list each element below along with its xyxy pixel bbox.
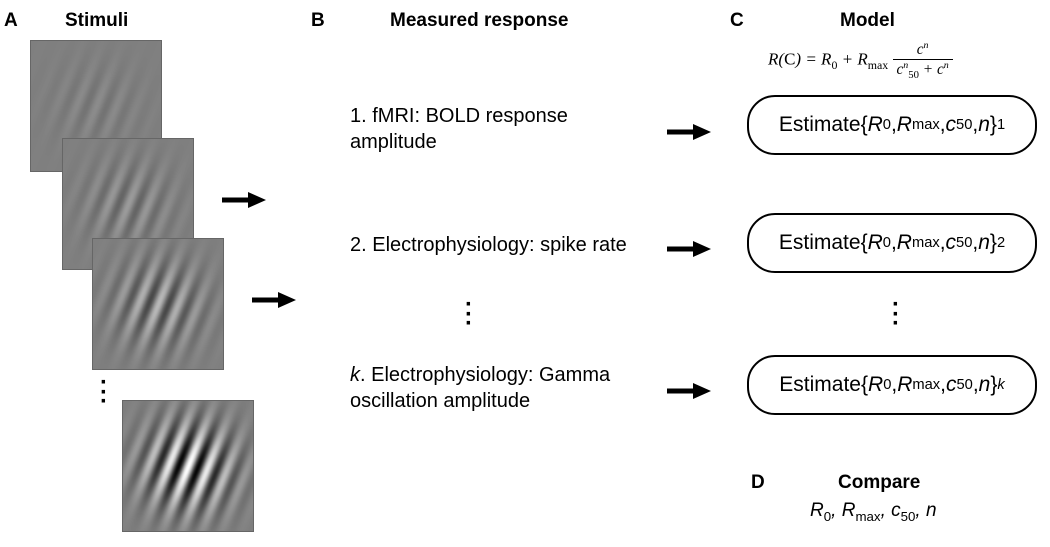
estimate-box-k: Estimate {R0, Rmax, c50, n}k [747,355,1037,415]
stimulus-3 [92,238,224,370]
boxes-vdots: ··· [892,300,900,329]
response-k-prefix: k [350,364,360,386]
response-1-line1: 1. fMRI: BOLD response [350,105,568,127]
stimuli-vdots: ··· [100,378,108,407]
panel-a-label: A [4,10,18,32]
response-2: 2. Electrophysiology: spike rate [350,232,627,258]
panel-a-title: Stimuli [65,10,128,32]
arrow-stim-2 [250,290,296,310]
model-formula: R(C) = R0 + Rmax cn cn50 + cn [768,40,953,81]
estimate-box-1: Estimate {R0, Rmax, c50, n}1 [747,95,1037,155]
compare-params: R0, Rmax, c50, n [810,500,937,524]
estimate-box-2: Estimate {R0, Rmax, c50, n}2 [747,213,1037,273]
arrow-stim-1 [220,190,266,210]
arrow-model-1 [665,122,711,142]
response-k-rest: . Electrophysiology: Gamma [360,364,610,386]
response-k-line2: oscillation amplitude [350,390,530,412]
panel-b-title: Measured response [390,10,568,32]
stimulus-4 [122,400,254,532]
responses-vdots: ··· [465,300,473,329]
response-k: k. Electrophysiology: Gamma oscillation … [350,362,610,414]
panel-c-title: Model [840,10,895,32]
panel-d-title: Compare [838,472,920,494]
arrow-model-k [665,381,711,401]
panel-b-label: B [311,10,325,32]
panel-c-label: C [730,10,744,32]
panel-d-label: D [751,472,765,494]
response-2-text: 2. Electrophysiology: spike rate [350,234,627,256]
response-1-line2: amplitude [350,131,437,153]
arrow-model-2 [665,239,711,259]
response-1: 1. fMRI: BOLD response amplitude [350,103,568,155]
